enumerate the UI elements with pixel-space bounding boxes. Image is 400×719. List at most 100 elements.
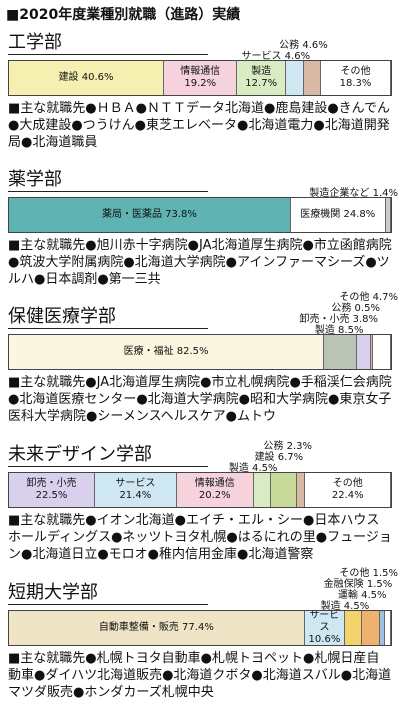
segment-name: 医療機関 <box>300 209 341 220</box>
segment-label: 情報通信 20.2% <box>195 478 235 502</box>
segment-value: 18.3% <box>339 78 372 89</box>
segment-value: 22.4% <box>331 490 364 501</box>
bar-segment <box>373 335 392 369</box>
section-title: 未来デザイン学部 <box>8 440 208 467</box>
callout-label: 卸売・小売 3.8% <box>299 310 378 325</box>
segment-name: 卸売・小売 <box>26 478 77 489</box>
bar-segment: 建設 40.6% <box>9 61 165 95</box>
segment-label: 製造 12.7% <box>245 66 277 90</box>
segment-label: サービス 21.4% <box>115 478 155 502</box>
segment-name: その他 <box>332 478 363 489</box>
bar-segment: 薬局・医薬品 73.8% <box>9 198 291 232</box>
segment-label: その他 18.3% <box>340 66 372 90</box>
segment-value: 12.7% <box>245 78 278 89</box>
segment-name: 公務 <box>263 441 284 452</box>
employers-text: ■主な就職先●札幌トヨタ自動車●札幌トヨペット●札幌日産自動車●ダイハツ北海道販… <box>8 651 392 700</box>
segment-label: 情報通信 19.2% <box>180 66 220 90</box>
bar-segment <box>296 473 306 507</box>
segment-value: 4.6% <box>302 40 328 51</box>
segment-name: 製造 <box>251 66 272 77</box>
segment-value: 1.4% <box>372 188 398 199</box>
segment-value: 10.6% <box>308 634 341 645</box>
segment-name: その他 <box>339 292 370 303</box>
callout-label: 建設 6.7% <box>255 448 304 463</box>
segment-label: 建設 40.6% <box>59 72 114 84</box>
bar-segment: 製造 12.7% <box>237 61 286 95</box>
bar-segment <box>324 335 357 369</box>
segment-value: 1.5% <box>366 579 393 590</box>
bar-segment: 卸売・小売 22.5% <box>9 473 95 507</box>
segment-value: 82.5% <box>176 346 209 357</box>
segment-name: 薬局・医薬品 <box>101 209 162 220</box>
bar-segment <box>271 473 297 507</box>
segment-value: 4.7% <box>372 292 398 303</box>
employers-text: ■主な就職先●ＨＢＡ●ＮＴＴデータ北海道●鹿島建設●きんでん●大成建設●つうけん… <box>8 101 391 150</box>
stacked-bar: 医療・福祉 82.5% <box>8 334 392 370</box>
bar-segment: その他 22.4% <box>305 473 392 507</box>
callout-label: 公務 2.3% <box>263 437 312 452</box>
bar-segment: 医療・福祉 82.5% <box>9 335 325 369</box>
bar-segment <box>385 198 392 232</box>
bar-segment <box>385 611 391 645</box>
callout-label: 金融保険 1.5% <box>324 575 393 590</box>
segment-name: 情報通信 <box>194 478 235 489</box>
segment-value: 21.4% <box>119 490 152 501</box>
segment-name: 製造 <box>228 463 249 474</box>
segment-name: サービス <box>309 611 340 633</box>
segment-value: 1.5% <box>372 568 398 579</box>
segment-label: 卸売・小売 22.5% <box>26 478 76 502</box>
segment-name: 製造 <box>320 601 341 612</box>
bar-segment <box>379 611 386 645</box>
bar-segment <box>356 335 372 369</box>
bar-segment: 医療機関 24.8% <box>290 198 386 232</box>
bar-segment <box>303 61 322 95</box>
callout-label: その他 1.5% <box>339 564 398 579</box>
segment-label: 薬局・医薬品 73.8% <box>102 209 197 221</box>
segment-name: 建設 <box>254 452 275 463</box>
bar-segment: 情報通信 19.2% <box>164 61 238 95</box>
segment-name: サービス <box>115 478 156 489</box>
segment-label: 医療機関 24.8% <box>300 209 375 221</box>
segment-label: その他 22.4% <box>332 478 364 502</box>
bar-segment: サービス 10.6% <box>304 611 346 645</box>
segment-value: 77.4% <box>182 622 214 633</box>
stacked-bar: 建設 40.6% 情報通信 19.2% 製造 12.7% その他 18.3% <box>8 60 392 96</box>
callout-label: 製造 4.5% <box>229 459 278 474</box>
segment-value: 4.5% <box>343 601 370 612</box>
callout-label: 製造 4.5% <box>321 597 370 612</box>
callout-label: 運輸 4.5% <box>338 586 387 601</box>
segment-value: 24.8% <box>343 209 376 220</box>
bar-segment: サービス 21.4% <box>94 473 177 507</box>
stacked-bar: 卸売・小売 22.5% サービス 21.4% 情報通信 20.2% その他 22.4% <box>8 472 392 508</box>
page-title: ■2020年度業種別就職（進路）実績 <box>6 7 241 23</box>
callout-label: その他 4.7% <box>339 288 398 303</box>
callout-label: 公務 0.5% <box>331 299 380 314</box>
segment-value: 19.2% <box>184 78 217 89</box>
segment-name: 運輸 <box>337 590 358 601</box>
segment-value: 20.2% <box>198 490 231 501</box>
bar-segment <box>345 611 363 645</box>
segment-value: 4.5% <box>252 463 278 474</box>
section-title: 工学部 <box>8 28 208 55</box>
segment-name: 情報通信 <box>180 66 221 77</box>
segment-name: 医療・福祉 <box>123 346 174 357</box>
segment-name: その他 <box>339 568 370 579</box>
bar-segment: 自動車整備・販売 77.4% <box>9 611 305 645</box>
section-title: 保健医療学部 <box>8 302 208 329</box>
callout-label: 製造 8.5% <box>315 321 364 336</box>
segment-value: 3.8% <box>352 314 379 325</box>
segment-name: その他 <box>340 66 371 77</box>
segment-value: 6.7% <box>277 452 304 463</box>
segment-label: 医療・福祉 82.5% <box>124 346 209 358</box>
bar-segment: 情報通信 20.2% <box>176 473 254 507</box>
segment-label: 自動車整備・販売 77.4% <box>99 622 214 634</box>
callout-label: 製造企業など 1.4% <box>309 184 398 199</box>
segment-value: 2.3% <box>286 441 312 452</box>
segment-label: サービス 10.6% <box>305 611 345 645</box>
section-title: 短期大学部 <box>8 578 208 605</box>
segment-name: 製造 <box>314 325 335 336</box>
section-title: 薬学部 <box>8 165 208 192</box>
employers-text: ■主な就職先●JA北海道厚生病院●市立札幌病院●手稲渓仁会病院●北海道医療センタ… <box>8 375 392 424</box>
segment-name: 卸売・小売 <box>299 314 350 325</box>
